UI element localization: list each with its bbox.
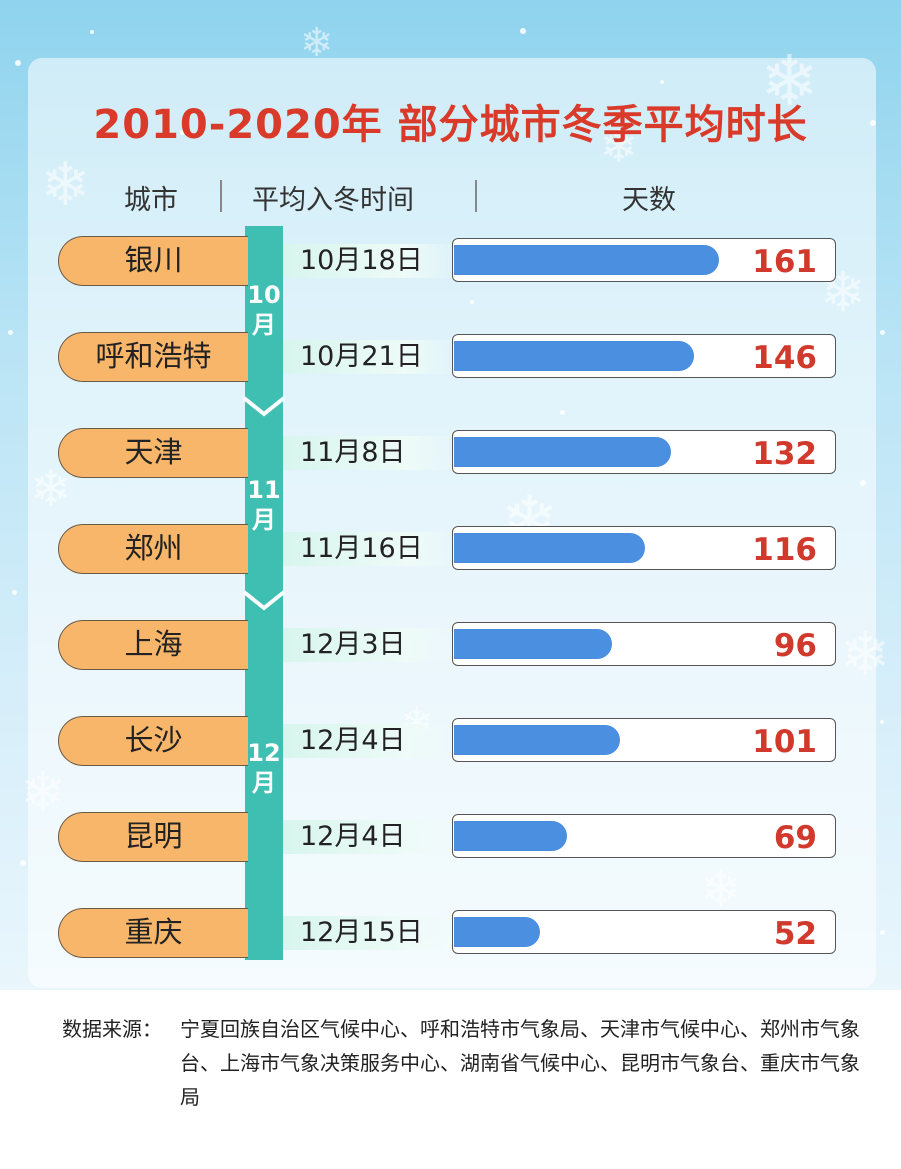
date-band — [283, 916, 458, 950]
date-band — [283, 724, 458, 758]
snow-dot — [15, 60, 21, 66]
date-band — [283, 340, 458, 374]
city-label: 郑州 — [58, 524, 248, 574]
table-row: 天津 11月8日 132 — [0, 428, 901, 478]
city-label: 银川 — [58, 236, 248, 286]
value-label: 161 — [752, 244, 817, 280]
table-row: 重庆 12月15日 52 — [0, 908, 901, 958]
snow-dot — [520, 28, 526, 34]
city-label: 上海 — [58, 620, 248, 670]
header-divider — [220, 180, 222, 212]
table-row: 长沙 12月4日 101 — [0, 716, 901, 766]
chart-title: 2010-2020年 部分城市冬季平均时长 — [93, 102, 808, 148]
snow-dot — [880, 930, 885, 935]
table-row: 昆明 12月4日 69 — [0, 812, 901, 862]
value-label: 96 — [773, 628, 817, 664]
table-row: 银川 10月18日 161 — [0, 236, 901, 286]
chevron-down-icon — [242, 396, 286, 417]
start-date-label: 12月4日 — [300, 821, 406, 852]
value-label: 132 — [752, 436, 817, 472]
source-label: 数据来源： — [62, 1017, 162, 1041]
header-city: 城市 — [124, 185, 178, 216]
start-date-label: 11月16日 — [300, 533, 423, 564]
table-row: 上海 12月3日 96 — [0, 620, 901, 670]
start-date-label: 12月15日 — [300, 917, 423, 948]
bar — [454, 245, 719, 275]
bar — [454, 821, 567, 851]
month-label-oct: 10 月 — [245, 280, 283, 340]
bar — [454, 917, 540, 947]
month-label-dec: 12 月 — [245, 738, 283, 798]
month-timeline — [245, 226, 283, 960]
table-row: 呼和浩特 10月21日 146 — [0, 332, 901, 382]
source-text: 宁夏回族自治区气候中心、呼和浩特市气象局、天津市气候中心、郑州市气象台、上海市气… — [180, 1017, 860, 1109]
start-date-label: 12月4日 — [300, 725, 406, 756]
snow-dot — [90, 30, 94, 34]
city-label: 昆明 — [58, 812, 248, 862]
snow-dot — [8, 330, 13, 335]
city-label: 长沙 — [58, 716, 248, 766]
bar — [454, 437, 671, 467]
snow-dot — [12, 590, 17, 595]
value-label: 52 — [773, 916, 817, 952]
start-date-label: 12月3日 — [300, 629, 406, 660]
month-text: 11 月 — [247, 476, 281, 534]
snow-dot — [880, 330, 885, 335]
date-band — [283, 628, 458, 662]
month-text: 10 月 — [247, 281, 281, 339]
bar — [454, 629, 612, 659]
date-band — [283, 532, 458, 566]
month-text: 12 月 — [247, 739, 281, 797]
header-divider — [475, 180, 477, 212]
value-label: 116 — [752, 532, 817, 568]
value-label: 146 — [752, 340, 817, 376]
start-date-label: 11月8日 — [300, 437, 406, 468]
snow-dot — [880, 720, 884, 724]
bar — [454, 533, 645, 563]
table-row: 郑州 11月16日 116 — [0, 524, 901, 574]
city-label: 呼和浩特 — [58, 332, 248, 382]
value-label: 101 — [752, 724, 817, 760]
bar — [454, 341, 694, 371]
start-date-label: 10月21日 — [300, 341, 423, 372]
date-band — [283, 820, 458, 854]
city-label: 重庆 — [58, 908, 248, 958]
date-band — [283, 244, 458, 278]
bar — [454, 725, 620, 755]
snow-dot — [20, 860, 26, 866]
header-days: 天数 — [622, 185, 676, 216]
date-band — [283, 436, 458, 470]
city-label: 天津 — [58, 428, 248, 478]
start-date-label: 10月18日 — [300, 245, 423, 276]
chevron-down-icon — [242, 590, 286, 611]
value-label: 69 — [773, 820, 817, 856]
month-label-nov: 11 月 — [245, 475, 283, 535]
header-date: 平均入冬时间 — [252, 185, 414, 216]
